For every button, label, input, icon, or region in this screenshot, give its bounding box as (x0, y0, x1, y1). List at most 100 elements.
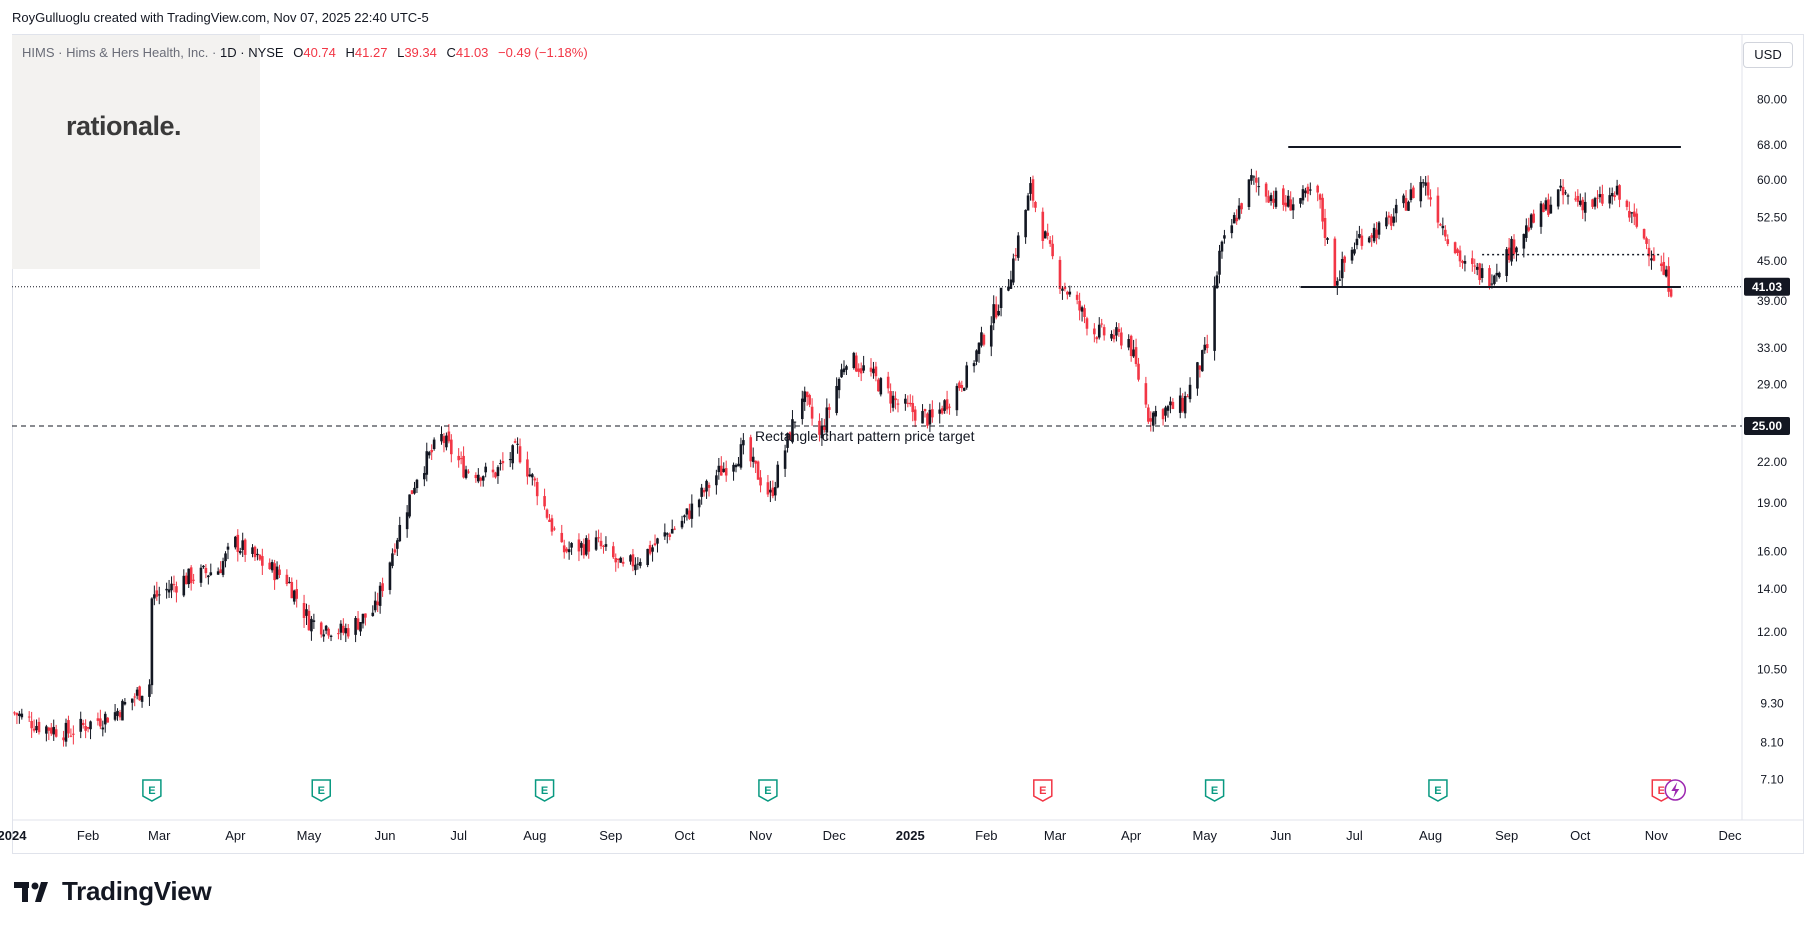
candle-body-223 (776, 464, 780, 488)
candle-body-380 (1318, 194, 1322, 200)
y-tick-label-10: 16.00 (1757, 544, 1787, 558)
candle-body-129 (457, 455, 460, 461)
candle-body-249 (869, 367, 873, 372)
candle-body-317 (1100, 323, 1104, 325)
candle-body-384 (1333, 238, 1337, 287)
ohlc-close-label: C (446, 45, 456, 60)
candle-body-446 (1544, 200, 1548, 210)
x-tick-label-4: May (297, 828, 322, 843)
candle-body-178 (621, 561, 625, 564)
candle-body-191 (668, 534, 672, 537)
candle-body-452 (1564, 192, 1567, 194)
candle-body-287 (997, 310, 1000, 316)
candle-body-116 (410, 490, 414, 495)
candle-body-396 (1372, 227, 1376, 242)
y-tick-label-12: 12.00 (1757, 625, 1787, 639)
ohlc-open-label: O (293, 45, 304, 60)
candle-body-318 (1102, 327, 1106, 336)
x-tick-label-17: Jun (1270, 828, 1291, 843)
candle-body-420 (1456, 249, 1459, 254)
candle-body-343 (1188, 384, 1192, 400)
candle-body-138 (484, 466, 487, 473)
candle-body-98 (346, 628, 350, 637)
candle-body-35 (133, 696, 137, 698)
candle-body-263 (913, 409, 917, 421)
candle-body-42 (155, 590, 159, 597)
candle-body-167 (585, 538, 588, 555)
candle-body-157 (550, 518, 554, 532)
candle-body-32 (121, 700, 124, 721)
candle-body-442 (1529, 214, 1533, 228)
candle-body-275 (958, 382, 961, 389)
candle-body-465 (1610, 193, 1614, 197)
ohlc-low: 39.34 (404, 45, 437, 60)
candle-body-2 (18, 713, 21, 717)
candle-body-215 (751, 456, 755, 462)
candle-body-290 (1009, 279, 1013, 289)
candle-body-89 (319, 622, 323, 635)
candle-body-48 (175, 586, 178, 593)
candle-body-258 (896, 403, 900, 405)
candle-body-10 (47, 727, 51, 731)
candle-body-357 (1237, 205, 1241, 219)
candle-body-71 (256, 553, 259, 556)
candle-body-146 (513, 441, 517, 443)
candle-body-236 (823, 426, 826, 430)
candle-body-404 (1402, 195, 1405, 204)
candle-body-8 (37, 721, 41, 733)
candle-body-22 (86, 726, 90, 729)
candle-body-294 (1024, 209, 1027, 238)
candle-body-397 (1375, 229, 1378, 239)
candle-body-213 (742, 440, 745, 446)
candle-body-173 (604, 544, 608, 547)
candle-body-119 (423, 473, 426, 480)
candle-body-37 (138, 686, 141, 701)
candle-body-168 (587, 539, 591, 552)
x-tick-label-6: Jul (450, 828, 467, 843)
earnings-marker-label-0: E (148, 785, 155, 797)
candle-body-192 (670, 528, 674, 534)
candle-body-472 (1632, 211, 1636, 217)
candle-body-96 (342, 625, 345, 633)
candle-body-319 (1110, 333, 1113, 339)
candle-body-177 (619, 557, 622, 563)
candle-body-480 (1662, 261, 1666, 275)
candle-body-11 (49, 727, 53, 734)
currency-button[interactable]: USD (1743, 42, 1793, 68)
x-tick-label-12: 2025 (896, 828, 925, 843)
candle-body-407 (1409, 189, 1413, 201)
candle-body-117 (413, 487, 416, 494)
candle-body-225 (786, 433, 789, 448)
candle-body-174 (612, 546, 615, 558)
x-tick-label-9: Oct (674, 828, 695, 843)
candle-body-231 (805, 391, 809, 398)
candle-body-171 (599, 540, 603, 547)
x-tick-label-1: Feb (77, 828, 99, 843)
x-tick-label-11: Dec (823, 828, 847, 843)
candle-body-440 (1524, 225, 1528, 238)
candle-body-102 (361, 613, 365, 624)
candle-body-351 (1218, 250, 1221, 275)
earnings-marker-label-2: E (541, 785, 548, 797)
ohlc-open: 40.74 (303, 45, 336, 60)
candle-body-27 (103, 713, 107, 725)
x-tick-label-7: Aug (523, 828, 546, 843)
candle-body-422 (1461, 261, 1464, 263)
candle-body-113 (398, 524, 402, 542)
candle-body-158 (553, 528, 556, 530)
candle-body-296 (1029, 183, 1032, 194)
candle-body-83 (295, 589, 298, 599)
candle-body-86 (307, 610, 311, 631)
candle-body-253 (879, 378, 883, 395)
candle-body-149 (526, 459, 529, 477)
chart-frame[interactable] (12, 34, 1804, 854)
candle-body-437 (1512, 239, 1516, 255)
candle-body-251 (874, 366, 878, 377)
target-price-tag-label: 25.00 (1752, 419, 1782, 433)
y-tick-label-6: 33.00 (1757, 341, 1787, 355)
candle-body-80 (288, 581, 291, 583)
candle-body-400 (1387, 215, 1391, 218)
candle-body-72 (258, 554, 262, 560)
candle-body-257 (894, 398, 897, 401)
